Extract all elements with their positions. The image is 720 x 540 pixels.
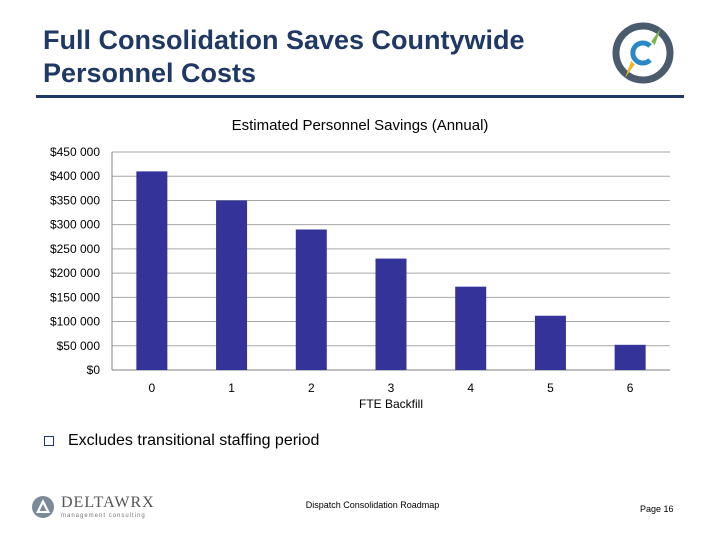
y-tick-label: $100 000 (50, 315, 100, 329)
x-tick-label: 4 (467, 381, 474, 395)
slide-title: Full Consolidation Saves Countywide Pers… (43, 25, 525, 88)
footnote: Excludes transitional staffing period (44, 432, 319, 450)
y-tick-label: $300 000 (50, 218, 100, 232)
compass-c-logo (603, 16, 683, 90)
bar (375, 258, 407, 370)
bar (614, 344, 646, 370)
y-tick-label: $50 000 (57, 339, 101, 353)
y-tick-label: $400 000 (50, 169, 100, 183)
bar (216, 200, 248, 370)
y-tick-label: $200 000 (50, 266, 100, 280)
y-tick-label: $150 000 (50, 290, 100, 304)
bar-chart: $0 $50 000 $100 000 $150 000 $200 000 $250 00… (50, 145, 670, 411)
bar (136, 171, 168, 370)
company-tagline: management consulting (61, 513, 146, 519)
bar (295, 229, 327, 370)
footnote-text: Excludes transitional staffing period (68, 432, 320, 449)
y-tick-label: $0 (87, 363, 101, 377)
bar (534, 315, 566, 370)
footer-title: Dispatch Consolidation Roadmap (305, 500, 440, 510)
page-number: Page 16 (640, 504, 674, 514)
title-divider (36, 95, 684, 98)
y-tick-label: $350 000 (50, 193, 100, 207)
x-tick-label: 1 (228, 381, 235, 395)
y-tick-label: $250 000 (50, 242, 100, 256)
company-logo: DELTAWRX management consulting (30, 494, 155, 520)
x-tick-label: 6 (627, 381, 634, 395)
x-tick-label: 3 (388, 381, 395, 395)
x-axis-label: FTE Backfill (359, 397, 423, 411)
checkbox-bullet-icon (44, 436, 54, 446)
x-tick-label: 2 (308, 381, 315, 395)
chart-title: Estimated Personnel Savings (Annual) (231, 117, 489, 134)
x-tick-label: 5 (547, 381, 554, 395)
delta-emblem-icon (32, 496, 54, 518)
y-tick-label: $450 000 (50, 145, 100, 159)
bar (455, 286, 487, 370)
x-tick-label: 0 (149, 381, 156, 395)
company-name: DELTAWRX (61, 494, 155, 511)
